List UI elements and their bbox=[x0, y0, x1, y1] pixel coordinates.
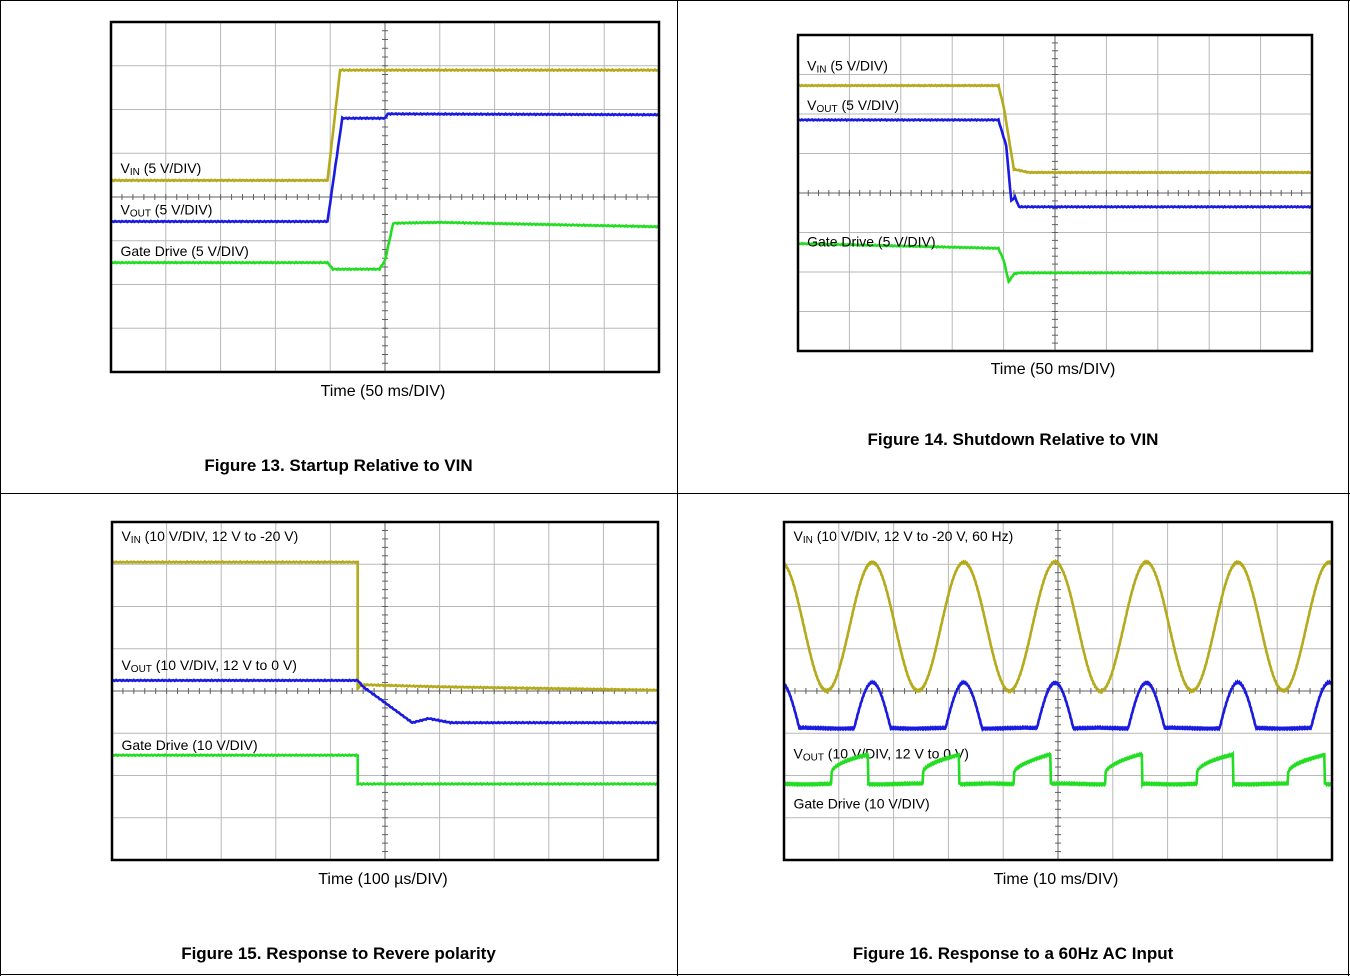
trace-label-main: Gate Drive (5 V/DIV) bbox=[807, 233, 935, 249]
frame-mid-vertical bbox=[677, 0, 678, 976]
trace-2 bbox=[782, 750, 1334, 790]
trace-0 bbox=[111, 560, 658, 693]
trace-label-0: VIN (5 V/DIV) bbox=[120, 160, 201, 178]
figure-14-xlabel: Time (50 ms/DIV) bbox=[990, 361, 1116, 378]
figure-13-xlabel: Time (50 ms/DIV) bbox=[320, 383, 446, 400]
figure-14-scope: VIN (5 V/DIV) VOUT (5 V/DIV) Gate Drive (5… bbox=[796, 33, 1314, 353]
figure-16-caption: Figure 16. Response to a 60Hz AC Input bbox=[852, 944, 1174, 963]
trace-label-rest: (10 V/DIV, 12 V to 0 V) bbox=[152, 657, 297, 673]
trace-label-subscript: IN bbox=[803, 535, 813, 546]
trace-label-subscript: IN bbox=[816, 65, 826, 76]
scope-screen: VIN (5 V/DIV)VOUT (5 V/DIV)Gate Drive (5… bbox=[796, 33, 1314, 353]
trace-1 bbox=[111, 678, 659, 725]
trace-label-main: V bbox=[807, 58, 817, 74]
trace-label-2: Gate Drive (10 V/DIV) bbox=[121, 737, 257, 753]
trace-label-1: VOUT (10 V/DIV, 12 V to 0 V) bbox=[121, 657, 296, 675]
trace-label-main: V bbox=[121, 528, 131, 544]
figure-13-scope: VIN (5 V/DIV) VOUT (5 V/DIV) Gate Drive (5… bbox=[109, 20, 661, 374]
scope-screen: VIN (10 V/DIV, 12 V to -20 V, 60 Hz)VOUT… bbox=[782, 520, 1334, 862]
trace-label-2: Gate Drive (5 V/DIV) bbox=[807, 233, 935, 249]
figure-15-scope: VIN (10 V/DIV, 12 V to -20 V) VOUT (10 V/… bbox=[110, 520, 660, 862]
trace-label-main: Gate Drive (10 V/DIV) bbox=[793, 795, 929, 811]
trace-label-subscript: OUT bbox=[130, 209, 151, 220]
frame-mid-horizontal bbox=[0, 493, 1350, 494]
trace-2 bbox=[111, 753, 659, 787]
trace-label-main: V bbox=[120, 202, 130, 218]
scope-screen: VIN (10 V/DIV, 12 V to -20 V)VOUT (10 V/… bbox=[110, 520, 660, 862]
trace-label-rest: (5 V/DIV) bbox=[826, 58, 887, 74]
scope-screen: VIN (5 V/DIV)VOUT (5 V/DIV)Gate Drive (5… bbox=[109, 20, 661, 374]
figure-16-scope: VIN (10 V/DIV, 12 V to -20 V, 60 Hz) VOUT… bbox=[782, 520, 1334, 862]
trace-label-1: VOUT (5 V/DIV) bbox=[807, 97, 899, 115]
scope-border bbox=[109, 20, 661, 374]
trace-label-2: Gate Drive (5 V/DIV) bbox=[120, 243, 248, 259]
frame-right bbox=[1348, 0, 1349, 976]
figure-13-caption: Figure 13. Startup Relative to VIN bbox=[204, 456, 473, 475]
trace-label-rest: (5 V/DIV) bbox=[838, 97, 899, 113]
figure-16-xlabel: Time (10 ms/DIV) bbox=[993, 871, 1119, 888]
trace-1 bbox=[797, 117, 1313, 209]
trace-label-main: V bbox=[793, 746, 803, 762]
trace-label-0: VIN (5 V/DIV) bbox=[807, 58, 888, 76]
trace-0 bbox=[110, 68, 659, 183]
trace-label-subscript: OUT bbox=[816, 104, 837, 115]
figure-14-caption: Figure 14. Shutdown Relative to VIN bbox=[867, 430, 1159, 449]
frame-bottom bbox=[0, 974, 1350, 975]
trace-2 bbox=[797, 241, 1313, 285]
scope-border bbox=[110, 520, 660, 862]
trace-label-subscript: IN bbox=[131, 535, 141, 546]
trace-label-1: VOUT (5 V/DIV) bbox=[120, 202, 212, 220]
trace-label-main: V bbox=[807, 97, 817, 113]
trace-label-subscript: IN bbox=[130, 167, 140, 178]
trace-label-main: Gate Drive (5 V/DIV) bbox=[120, 243, 248, 259]
trace-label-subscript: OUT bbox=[803, 753, 824, 764]
trace-0 bbox=[797, 82, 1312, 175]
trace-label-rest: (10 V/DIV, 12 V to -20 V) bbox=[141, 528, 298, 544]
trace-1 bbox=[110, 111, 660, 224]
trace-label-main: V bbox=[793, 528, 803, 544]
trace-label-rest: (10 V/DIV, 12 V to -20 V, 60 Hz) bbox=[813, 528, 1014, 544]
scope-border bbox=[782, 520, 1334, 862]
trace-label-0: VIN (10 V/DIV, 12 V to -20 V) bbox=[121, 528, 298, 546]
trace-label-main: V bbox=[121, 657, 131, 673]
trace-0 bbox=[783, 558, 1334, 695]
trace-label-rest: (5 V/DIV) bbox=[140, 160, 201, 176]
trace-1 bbox=[782, 679, 1333, 733]
trace-label-subscript: OUT bbox=[131, 664, 152, 675]
trace-label-0: VIN (10 V/DIV, 12 V to -20 V, 60 Hz) bbox=[793, 528, 1013, 546]
frame-top bbox=[0, 0, 1350, 1]
figure-15-xlabel: Time (100 µs/DIV) bbox=[318, 871, 448, 888]
trace-label-main: Gate Drive (10 V/DIV) bbox=[121, 737, 257, 753]
trace-label-main: V bbox=[120, 160, 130, 176]
frame-left bbox=[0, 0, 1, 976]
figure-15-caption: Figure 15. Response to Revere polarity bbox=[181, 944, 496, 963]
scope-border bbox=[796, 33, 1314, 353]
trace-label-2: Gate Drive (10 V/DIV) bbox=[793, 795, 929, 811]
trace-label-rest: (5 V/DIV) bbox=[151, 202, 212, 218]
trace-2 bbox=[110, 220, 660, 272]
